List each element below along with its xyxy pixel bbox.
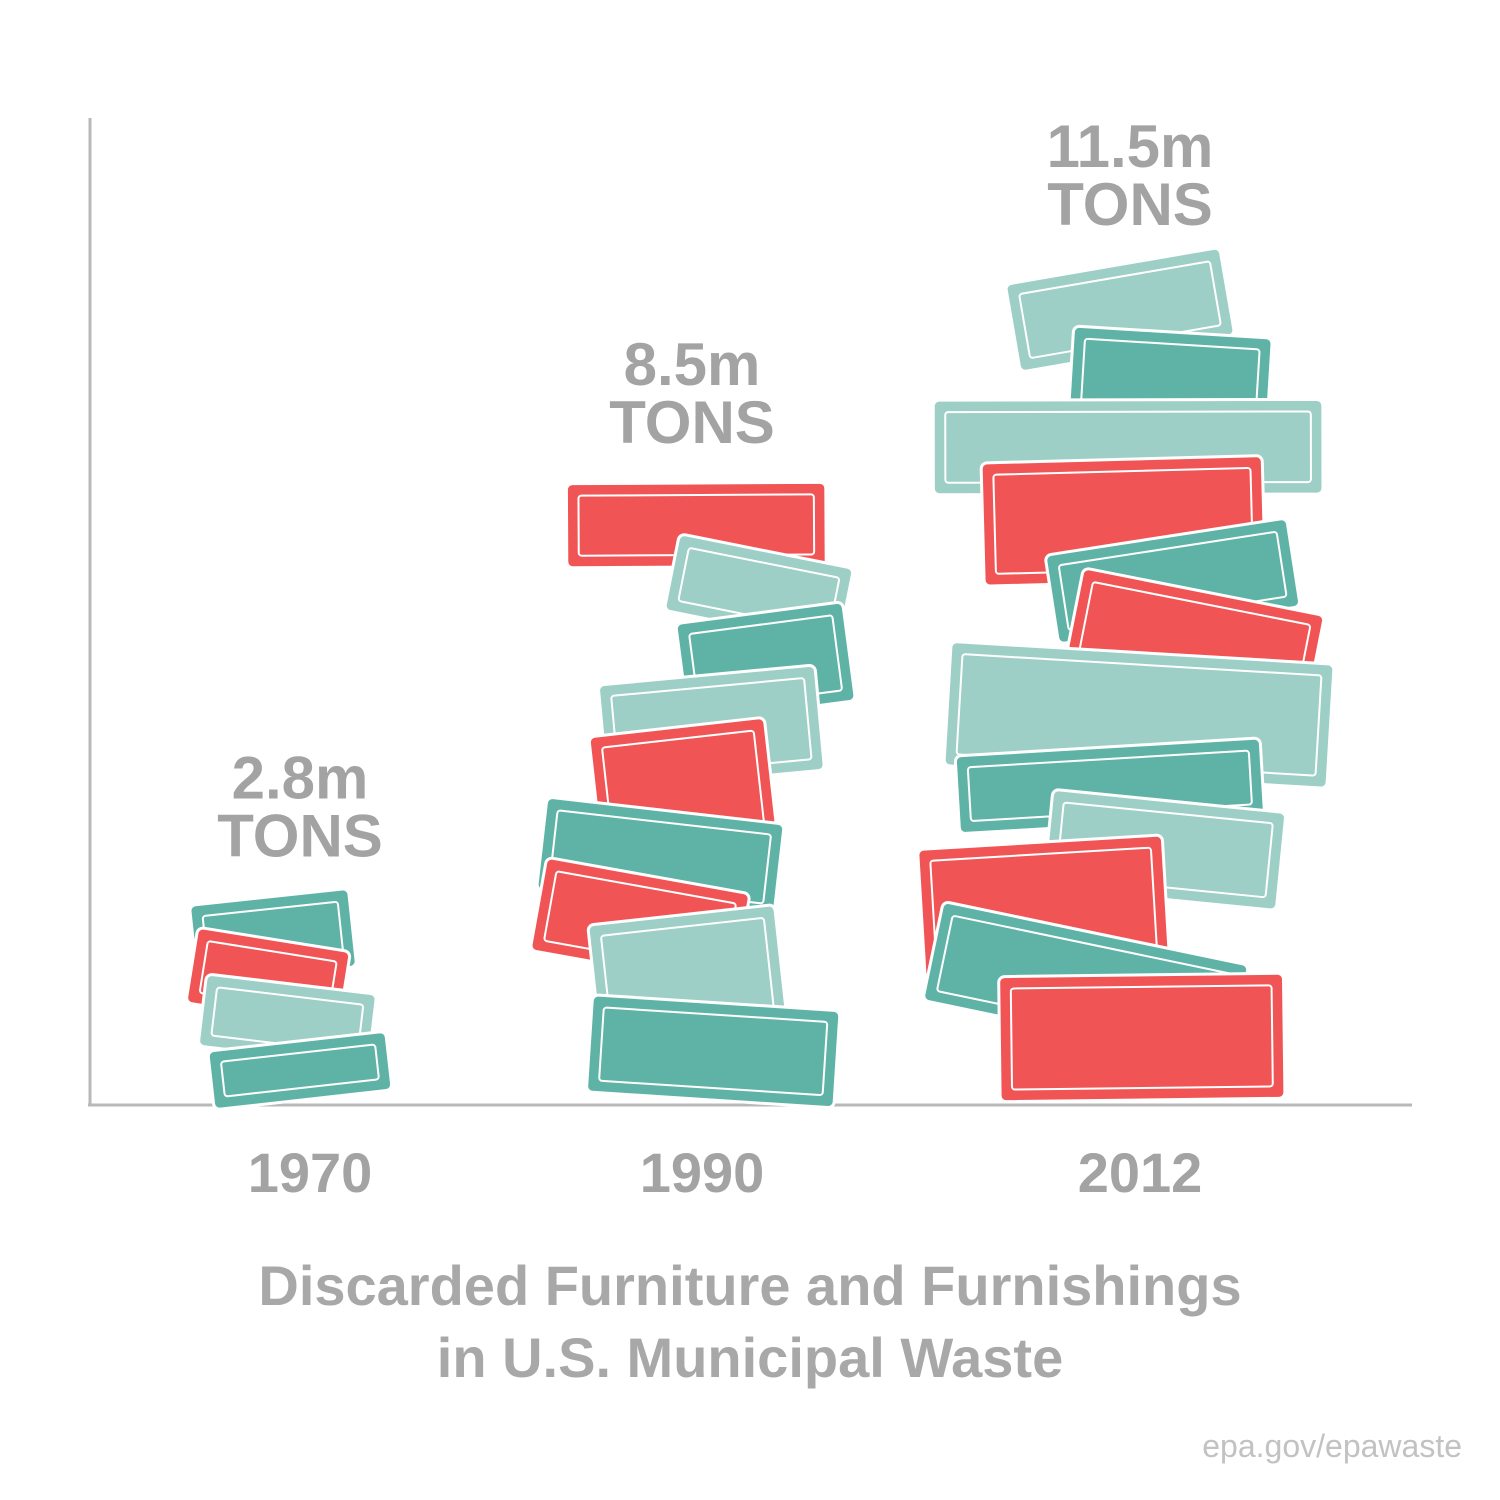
x-tick-1970: 1970	[248, 1141, 373, 1204]
value-label-1970-unit: TONS	[217, 803, 383, 870]
bar-1970-piece-detail	[220, 1043, 380, 1098]
bar-2012-piece-detail	[1009, 984, 1274, 1091]
bar-2012	[916, 246, 1336, 1104]
value-label-2012-amount: 11.5m	[1047, 113, 1214, 180]
bar-1990	[529, 480, 857, 1110]
bar-1970	[185, 887, 394, 1111]
bar-1990-piece-detail	[598, 1006, 829, 1096]
bars-group	[185, 246, 1336, 1111]
x-tick-labels-group: 1970 1990 2012	[248, 1141, 1203, 1204]
source-credit: epa.gov/epawaste	[1202, 1428, 1462, 1464]
value-label-2012-unit: TONS	[1047, 171, 1213, 238]
bar-1970-piece	[206, 1030, 394, 1111]
value-label-1970-amount: 2.8m	[232, 745, 369, 812]
chart-title-line-1: Discarded Furniture and Furnishings	[258, 1254, 1242, 1317]
bar-2012-piece	[997, 971, 1287, 1104]
x-tick-2012: 2012	[1078, 1141, 1203, 1204]
value-label-1990-unit: TONS	[609, 389, 775, 456]
value-label-1990-amount: 8.5m	[624, 331, 761, 398]
bar-1990-piece	[585, 993, 842, 1110]
chart-title-line-2: in U.S. Municipal Waste	[436, 1326, 1064, 1389]
x-tick-1990: 1990	[640, 1141, 765, 1204]
